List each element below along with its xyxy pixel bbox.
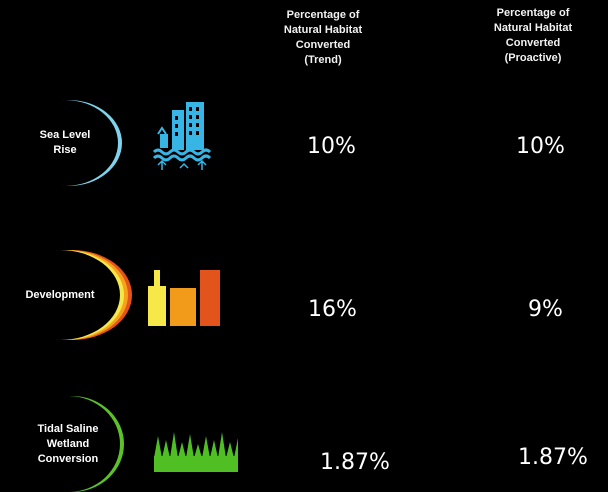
trend-value: 16% (308, 297, 357, 322)
header-line: Natural Habitat (493, 22, 573, 34)
badge-label-line: Tidal Saline (37, 422, 99, 435)
header-line: Percentage of (496, 7, 570, 19)
header-line: Converted (505, 37, 561, 49)
buildings-icon (148, 270, 220, 326)
badge-label-line: Wetland (46, 437, 90, 450)
header-line: Natural Habitat (283, 24, 363, 36)
header-line: Converted (295, 39, 351, 51)
badge-label-line: Conversion (37, 452, 99, 465)
proactive-value: 1.87% (518, 445, 588, 470)
column-header-proactive: Percentage of Natural Habitat Converted … (463, 6, 603, 66)
sea-level-rise-badge: Sea Level Rise (12, 100, 118, 186)
proactive-value: 9% (528, 297, 563, 322)
tidal-wetland-badge: Tidal Saline Wetland Conversion (16, 396, 120, 492)
proactive-value: 10% (516, 134, 565, 159)
grass-icon (154, 432, 238, 472)
header-line: (Proactive) (504, 52, 562, 64)
header-line: (Trend) (304, 54, 342, 66)
badge-label-line: Development (25, 288, 95, 301)
badge-label-line: Sea Level (39, 129, 91, 141)
development-badge: Development (0, 250, 120, 340)
header-line: Percentage of (286, 9, 360, 21)
city-flood-icon (152, 102, 212, 170)
column-header-trend: Percentage of Natural Habitat Converted … (253, 8, 393, 68)
badge-label-line: Rise (53, 144, 77, 156)
trend-value: 1.87% (320, 450, 390, 475)
trend-value: 10% (307, 134, 356, 159)
